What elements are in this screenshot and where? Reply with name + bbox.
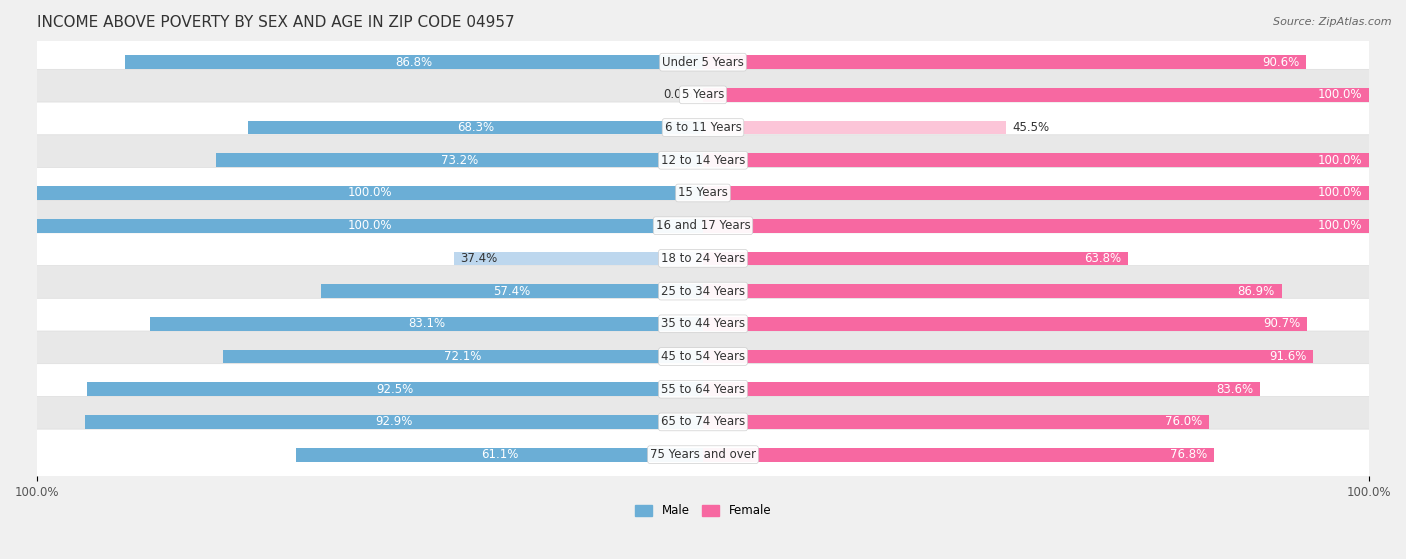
Text: 100.0%: 100.0% xyxy=(1317,219,1362,232)
FancyBboxPatch shape xyxy=(35,266,1371,316)
Bar xyxy=(215,153,703,167)
Text: 25 to 34 Years: 25 to 34 Years xyxy=(661,285,745,297)
Text: 91.6%: 91.6% xyxy=(1268,350,1306,363)
Text: 61.1%: 61.1% xyxy=(481,448,519,461)
Bar xyxy=(297,448,703,462)
Text: 35 to 44 Years: 35 to 44 Years xyxy=(661,318,745,330)
Bar xyxy=(703,252,1128,266)
Text: 6 to 11 Years: 6 to 11 Years xyxy=(665,121,741,134)
Bar xyxy=(703,88,1369,102)
Bar xyxy=(37,186,703,200)
Text: 100.0%: 100.0% xyxy=(1317,187,1362,200)
Bar xyxy=(703,284,1281,298)
Bar xyxy=(84,415,703,429)
Text: 100.0%: 100.0% xyxy=(347,187,392,200)
FancyBboxPatch shape xyxy=(35,233,1371,284)
Text: 90.7%: 90.7% xyxy=(1263,318,1301,330)
Text: 15 Years: 15 Years xyxy=(678,187,728,200)
Text: 45 to 54 Years: 45 to 54 Years xyxy=(661,350,745,363)
Text: 75 Years and over: 75 Years and over xyxy=(650,448,756,461)
FancyBboxPatch shape xyxy=(35,102,1371,153)
FancyBboxPatch shape xyxy=(35,396,1371,447)
Text: 0.0%: 0.0% xyxy=(664,88,693,101)
Bar xyxy=(125,55,703,69)
Text: INCOME ABOVE POVERTY BY SEX AND AGE IN ZIP CODE 04957: INCOME ABOVE POVERTY BY SEX AND AGE IN Z… xyxy=(37,15,515,30)
Text: 16 and 17 Years: 16 and 17 Years xyxy=(655,219,751,232)
Bar xyxy=(703,219,1369,233)
FancyBboxPatch shape xyxy=(35,69,1371,120)
Text: 100.0%: 100.0% xyxy=(1317,88,1362,101)
Text: 100.0%: 100.0% xyxy=(347,219,392,232)
Text: 92.9%: 92.9% xyxy=(375,415,412,428)
Bar xyxy=(703,382,1260,396)
Bar xyxy=(37,219,703,233)
Text: 76.0%: 76.0% xyxy=(1166,415,1202,428)
Bar xyxy=(703,186,1369,200)
FancyBboxPatch shape xyxy=(35,168,1371,219)
Text: 55 to 64 Years: 55 to 64 Years xyxy=(661,383,745,396)
Bar xyxy=(703,349,1313,363)
Text: 68.3%: 68.3% xyxy=(457,121,494,134)
Bar xyxy=(87,382,703,396)
Text: Under 5 Years: Under 5 Years xyxy=(662,56,744,69)
Text: 90.6%: 90.6% xyxy=(1263,56,1299,69)
Text: 100.0%: 100.0% xyxy=(1317,154,1362,167)
Text: 76.8%: 76.8% xyxy=(1170,448,1208,461)
Text: 12 to 14 Years: 12 to 14 Years xyxy=(661,154,745,167)
Legend: Male, Female: Male, Female xyxy=(630,500,776,522)
Text: 45.5%: 45.5% xyxy=(1012,121,1050,134)
Text: 92.5%: 92.5% xyxy=(377,383,413,396)
Text: 5 Years: 5 Years xyxy=(682,88,724,101)
Bar xyxy=(321,284,703,298)
Bar xyxy=(703,415,1209,429)
Bar xyxy=(703,317,1306,331)
Bar xyxy=(150,317,703,331)
Bar xyxy=(249,121,703,134)
FancyBboxPatch shape xyxy=(35,331,1371,382)
FancyBboxPatch shape xyxy=(35,135,1371,186)
Text: 72.1%: 72.1% xyxy=(444,350,482,363)
Bar xyxy=(224,349,703,363)
FancyBboxPatch shape xyxy=(35,364,1371,415)
FancyBboxPatch shape xyxy=(35,429,1371,480)
FancyBboxPatch shape xyxy=(35,37,1371,88)
FancyBboxPatch shape xyxy=(35,200,1371,251)
Text: 18 to 24 Years: 18 to 24 Years xyxy=(661,252,745,265)
Bar xyxy=(454,252,703,266)
Text: 57.4%: 57.4% xyxy=(494,285,530,297)
Text: Source: ZipAtlas.com: Source: ZipAtlas.com xyxy=(1274,17,1392,27)
FancyBboxPatch shape xyxy=(35,299,1371,349)
Text: 63.8%: 63.8% xyxy=(1084,252,1121,265)
Text: 86.8%: 86.8% xyxy=(395,56,433,69)
Text: 73.2%: 73.2% xyxy=(440,154,478,167)
Bar xyxy=(703,153,1369,167)
Bar xyxy=(703,448,1215,462)
Text: 83.6%: 83.6% xyxy=(1216,383,1253,396)
Text: 86.9%: 86.9% xyxy=(1237,285,1275,297)
Text: 65 to 74 Years: 65 to 74 Years xyxy=(661,415,745,428)
Bar xyxy=(703,55,1306,69)
Text: 83.1%: 83.1% xyxy=(408,318,444,330)
Bar xyxy=(703,121,1005,134)
Text: 37.4%: 37.4% xyxy=(461,252,498,265)
